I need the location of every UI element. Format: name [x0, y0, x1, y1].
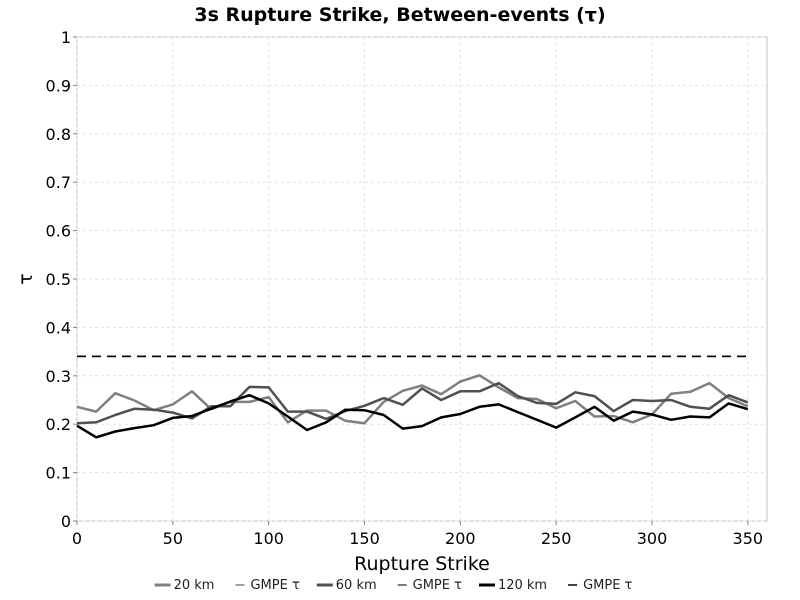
x-axis-ticks: 0 50 100 150 200 250 300 350	[72, 521, 763, 548]
x-tick-label: 100	[253, 529, 284, 548]
x-tick-label: 150	[349, 529, 380, 548]
chart-title: 3s Rupture Strike, Between-events (τ)	[194, 4, 605, 26]
x-tick-label: 50	[163, 529, 183, 548]
legend: 20 km GMPE τ 60 km GMPE τ 120 km GMPE τ	[154, 578, 633, 593]
series-group	[76, 355, 749, 439]
x-tick-label: 0	[72, 529, 82, 548]
y-tick-label: 0.5	[46, 270, 71, 289]
x-tick-label: 350	[733, 529, 764, 548]
legend-label-4: 120 km	[498, 578, 547, 593]
legend-label-0: 20 km	[174, 578, 215, 593]
y-tick-label: 0.7	[46, 173, 71, 192]
y-tick-label: 0.2	[46, 415, 71, 434]
series-line-0	[76, 374, 749, 425]
y-tick-label: 0.6	[46, 222, 71, 241]
y-axis-ticks: 0 0.1 0.2 0.3 0.4 0.5 0.6 0.7 0.8 0.9 1	[46, 28, 77, 531]
y-tick-label: 0.9	[46, 76, 71, 95]
series-line-4	[76, 393, 749, 439]
legend-label-3: GMPE τ	[413, 578, 462, 593]
y-tick-label: 0.3	[46, 367, 71, 386]
y-tick-label: 0.4	[46, 318, 71, 337]
y-tick-label: 0.1	[46, 464, 71, 483]
y-tick-label: 0	[61, 512, 71, 531]
legend-label-1: GMPE τ	[250, 578, 299, 593]
y-axis-label: τ	[15, 273, 37, 284]
y-tick-label: 1	[61, 28, 71, 47]
x-tick-label: 300	[637, 529, 668, 548]
grid	[76, 36, 767, 522]
x-axis-label: Rupture Strike	[354, 553, 490, 575]
legend-label-2: 60 km	[336, 578, 377, 593]
x-tick-label: 200	[445, 529, 476, 548]
legend-label-5: GMPE τ	[583, 578, 632, 593]
x-tick-label: 250	[541, 529, 572, 548]
y-tick-label: 0.8	[46, 125, 71, 144]
